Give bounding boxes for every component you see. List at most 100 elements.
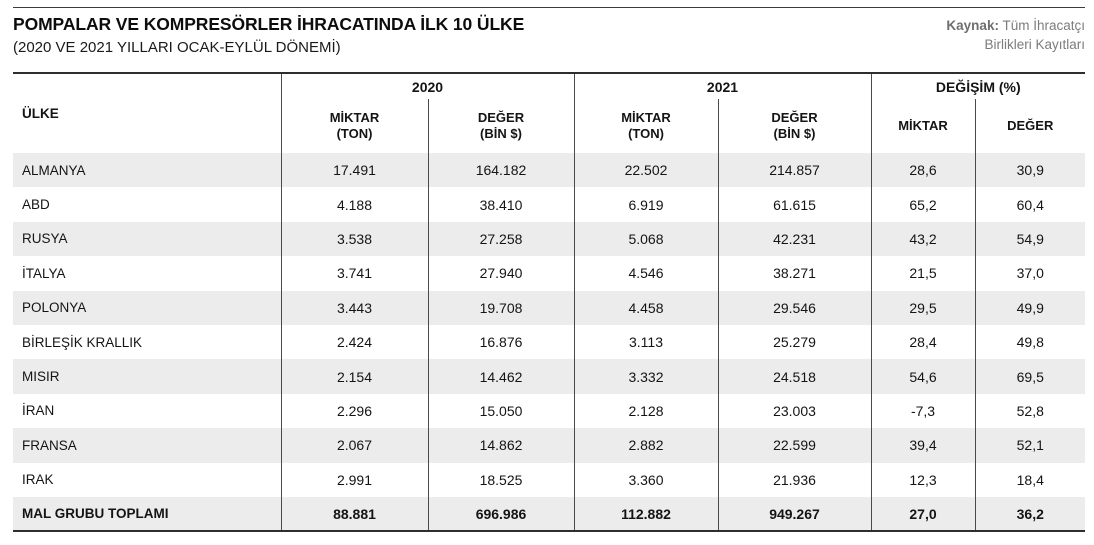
qty-2020-cell: 2.154 — [280, 359, 428, 394]
qty-2020-cell: 2.296 — [280, 393, 428, 429]
value-2020-cell: 696.986 — [427, 496, 574, 532]
table-row: ALMANYA 17.491 164.182 22.502 214.857 28… — [13, 153, 1085, 188]
table-row: RUSYA 3.538 27.258 5.068 42.231 43,2 54,… — [13, 221, 1085, 257]
masthead: POMPALAR VE KOMPRESÖRLER İHRACATINDA İLK… — [13, 13, 1085, 56]
qty-change-cell: -7,3 — [870, 393, 975, 429]
value-2021-cell: 22.599 — [717, 428, 871, 463]
qty-2021-cell: 6.919 — [573, 187, 718, 222]
value-change-cell: 37,0 — [974, 256, 1085, 291]
value-2020-cell: 14.462 — [427, 359, 574, 394]
subheader-change-value: DEĞER — [974, 99, 1085, 153]
qty-change-cell: 65,2 — [870, 187, 975, 222]
value-change-cell: 36,2 — [974, 496, 1085, 532]
qty-2020-cell: 2.067 — [280, 428, 428, 463]
table-row: BİRLEŞİK KRALLIK 2.424 16.876 3.113 25.2… — [13, 324, 1085, 360]
value-2020-cell: 16.876 — [427, 324, 574, 360]
value-change-cell: 69,5 — [974, 359, 1085, 394]
country-cell: ABD — [22, 197, 50, 213]
qty-2021-cell: 112.882 — [573, 496, 718, 532]
value-change-cell: 60,4 — [974, 187, 1085, 222]
qty-change-cell: 27,0 — [870, 496, 975, 532]
qty-change-cell: 12,3 — [870, 462, 975, 497]
country-cell: BİRLEŞİK KRALLIK — [22, 334, 143, 350]
country-cell: FRANSA — [22, 437, 77, 453]
value-change-cell: 49,9 — [974, 290, 1085, 325]
title-block: POMPALAR VE KOMPRESÖRLER İHRACATINDA İLK… — [13, 13, 524, 56]
table-row: İTALYA 3.741 27.940 4.546 38.271 21,5 37… — [13, 256, 1085, 291]
table-row: POLONYA 3.443 19.708 4.458 29.546 29,5 4… — [13, 290, 1085, 325]
year-group-2020: 2020 — [280, 73, 574, 99]
sub-header-row: MİKTAR (TON) DEĞER (BİN $) MİKTAR (TON) … — [13, 99, 1085, 153]
qty-2021-cell: 2.128 — [573, 393, 718, 429]
value-2020-cell: 15.050 — [427, 393, 574, 429]
value-change-cell: 54,9 — [974, 221, 1085, 257]
value-2021-cell: 949.267 — [717, 496, 871, 532]
subheader-2020-quantity: MİKTAR (TON) — [280, 99, 428, 153]
qty-2020-cell: 17.491 — [280, 153, 428, 188]
value-2020-cell: 19.708 — [427, 290, 574, 325]
country-cell: İRAN — [22, 403, 55, 419]
qty-2021-cell: 3.360 — [573, 462, 718, 497]
export-table: ÜLKE 2020 2021 DEĞİŞİM (%) MİKTAR (TON) … — [13, 72, 1085, 533]
value-2020-cell: 27.940 — [427, 256, 574, 291]
value-2021-cell: 29.546 — [717, 290, 871, 325]
source-label: Kaynak: — [946, 18, 999, 33]
table-body: ALMANYA 17.491 164.182 22.502 214.857 28… — [13, 153, 1085, 532]
qty-change-cell: 54,6 — [870, 359, 975, 394]
source-line2: Birlikleri Kayıtları — [984, 36, 1085, 52]
value-2021-cell: 24.518 — [717, 359, 871, 394]
qty-2021-cell: 3.332 — [573, 359, 718, 394]
qty-change-cell: 21,5 — [870, 256, 975, 291]
country-cell: MAL GRUBU TOPLAMI — [22, 506, 169, 522]
qty-2021-cell: 5.068 — [573, 221, 718, 257]
value-2020-cell: 14.862 — [427, 428, 574, 463]
qty-2021-cell: 3.113 — [573, 324, 718, 360]
country-cell: ALMANYA — [22, 162, 86, 178]
table-row: ABD 4.188 38.410 6.919 61.615 65,2 60,4 — [13, 187, 1085, 222]
table-row: MISIR 2.154 14.462 3.332 24.518 54,6 69,… — [13, 359, 1085, 394]
qty-change-cell: 28,6 — [870, 153, 975, 188]
value-2021-cell: 61.615 — [717, 187, 871, 222]
qty-change-cell: 28,4 — [870, 324, 975, 360]
qty-2021-cell: 22.502 — [573, 153, 718, 188]
qty-change-cell: 29,5 — [870, 290, 975, 325]
qty-change-cell: 39,4 — [870, 428, 975, 463]
country-cell: POLONYA — [22, 300, 87, 316]
country-column-header: ÜLKE — [22, 106, 59, 121]
value-2021-cell: 42.231 — [717, 221, 871, 257]
country-cell: RUSYA — [22, 231, 68, 247]
value-2020-cell: 164.182 — [427, 153, 574, 188]
value-2020-cell: 27.258 — [427, 221, 574, 257]
qty-2020-cell: 3.443 — [280, 290, 428, 325]
table-row: İRAN 2.296 15.050 2.128 23.003 -7,3 52,8 — [13, 393, 1085, 429]
value-2021-cell: 214.857 — [717, 153, 871, 188]
page-title: POMPALAR VE KOMPRESÖRLER İHRACATINDA İLK… — [13, 14, 525, 34]
qty-2021-cell: 4.458 — [573, 290, 718, 325]
value-2020-cell: 38.410 — [427, 187, 574, 222]
value-change-cell: 52,1 — [974, 428, 1085, 463]
group-header-row: ÜLKE 2020 2021 DEĞİŞİM (%) — [13, 73, 1085, 121]
qty-2021-cell: 2.882 — [573, 428, 718, 463]
source-note: Kaynak: Tüm İhracatçı Birlikleri Kayıtla… — [946, 13, 1085, 55]
top-rule — [13, 7, 1085, 8]
value-2021-cell: 23.003 — [717, 393, 871, 429]
qty-2020-cell: 4.188 — [280, 187, 428, 222]
country-cell: MISIR — [22, 369, 60, 385]
country-cell: İTALYA — [22, 265, 66, 281]
value-2021-cell: 38.271 — [717, 256, 871, 291]
subheader-2021-quantity: MİKTAR (TON) — [573, 99, 718, 153]
value-2020-cell: 18.525 — [427, 462, 574, 497]
qty-2020-cell: 88.881 — [280, 496, 428, 532]
qty-2020-cell: 2.991 — [280, 462, 428, 497]
value-2021-cell: 21.936 — [717, 462, 871, 497]
qty-2020-cell: 2.424 — [280, 324, 428, 360]
value-change-cell: 49,8 — [974, 324, 1085, 360]
change-group-header: DEĞİŞİM (%) — [870, 73, 1085, 99]
value-2021-cell: 25.279 — [717, 324, 871, 360]
year-group-2021: 2021 — [573, 73, 871, 99]
subheader-2020-value: DEĞER (BİN $) — [427, 99, 574, 153]
value-change-cell: 18,4 — [974, 462, 1085, 497]
qty-change-cell: 43,2 — [870, 221, 975, 257]
table-row: FRANSA 2.067 14.862 2.882 22.599 39,4 52… — [13, 428, 1085, 463]
source-line1: Tüm İhracatçı — [1002, 18, 1085, 33]
